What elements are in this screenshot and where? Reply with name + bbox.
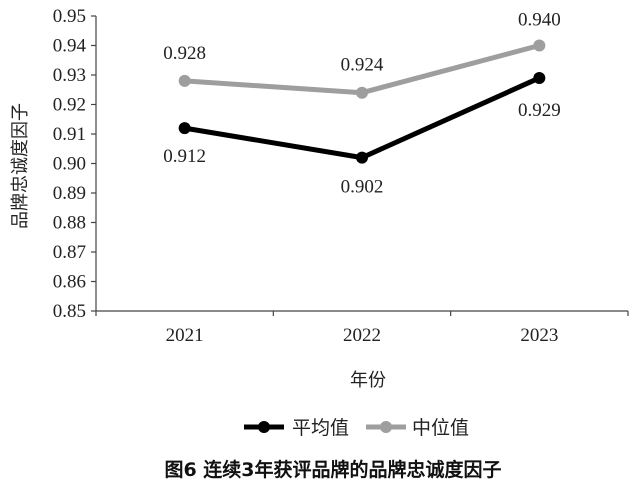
x-axis-title: 年份: [350, 370, 386, 391]
axes: [91, 15, 629, 316]
y-tick-label: 0.94: [53, 36, 87, 57]
y-tick-label: 0.85: [53, 301, 86, 322]
data-label: 0.928: [163, 43, 206, 64]
data-label: 0.912: [163, 146, 206, 167]
y-tick-label: 0.90: [53, 154, 86, 175]
data-point: [356, 151, 368, 164]
data-labels: 0.912 0.902 0.929 0.928 0.924 0.940: [163, 10, 560, 198]
data-point: [533, 71, 546, 84]
x-tick-label: 2023: [520, 325, 558, 346]
series-layer: [178, 39, 546, 164]
y-tick-label: 0.92: [53, 95, 86, 116]
legend-swatch-marker: [258, 421, 270, 433]
y-tick-label: 0.95: [53, 6, 86, 27]
data-label: 0.924: [341, 55, 384, 76]
data-point: [356, 86, 368, 99]
x-tick-label: 2022: [343, 325, 381, 346]
data-point: [533, 39, 546, 52]
y-tick-labels: 0.85 0.86 0.87 0.88 0.89 0.90 0.91 0.92 0.93 0.94…: [53, 6, 87, 322]
x-tick-labels: 2021 2022 2023: [166, 325, 559, 346]
y-tick-label: 0.88: [53, 213, 86, 234]
legend-entry: 中位值: [412, 417, 469, 439]
data-point: [178, 74, 191, 87]
legend-entry: 平均值: [292, 417, 349, 439]
y-tick-label: 0.89: [53, 183, 86, 204]
y-axis-title: 品牌忠诚度因子: [10, 103, 31, 229]
legend-swatch-marker: [380, 421, 392, 433]
data-label: 0.940: [518, 10, 561, 31]
y-tick-label: 0.86: [53, 272, 86, 293]
x-tick-label: 2021: [166, 325, 204, 346]
y-tick-label: 0.93: [53, 65, 86, 86]
legend: 平均值 中位值: [244, 417, 469, 439]
data-point: [178, 122, 191, 135]
data-label: 0.929: [518, 100, 561, 121]
data-label: 0.902: [341, 177, 384, 198]
figure-title: 图6 连续3年获评品牌的品牌忠诚度因子: [164, 458, 501, 481]
y-tick-label: 0.91: [53, 124, 86, 145]
y-tick-label: 0.87: [53, 242, 86, 263]
